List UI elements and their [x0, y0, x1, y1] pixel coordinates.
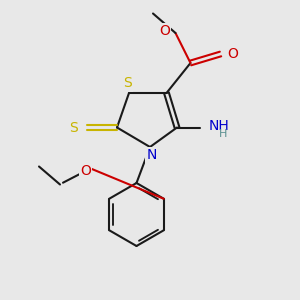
Text: N: N: [146, 148, 157, 162]
Text: H: H: [218, 129, 227, 139]
Text: O: O: [159, 25, 170, 38]
Text: NH: NH: [208, 119, 229, 133]
Text: O: O: [80, 164, 91, 178]
Text: O: O: [227, 47, 238, 61]
Text: S: S: [69, 121, 78, 134]
Text: S: S: [123, 76, 132, 90]
